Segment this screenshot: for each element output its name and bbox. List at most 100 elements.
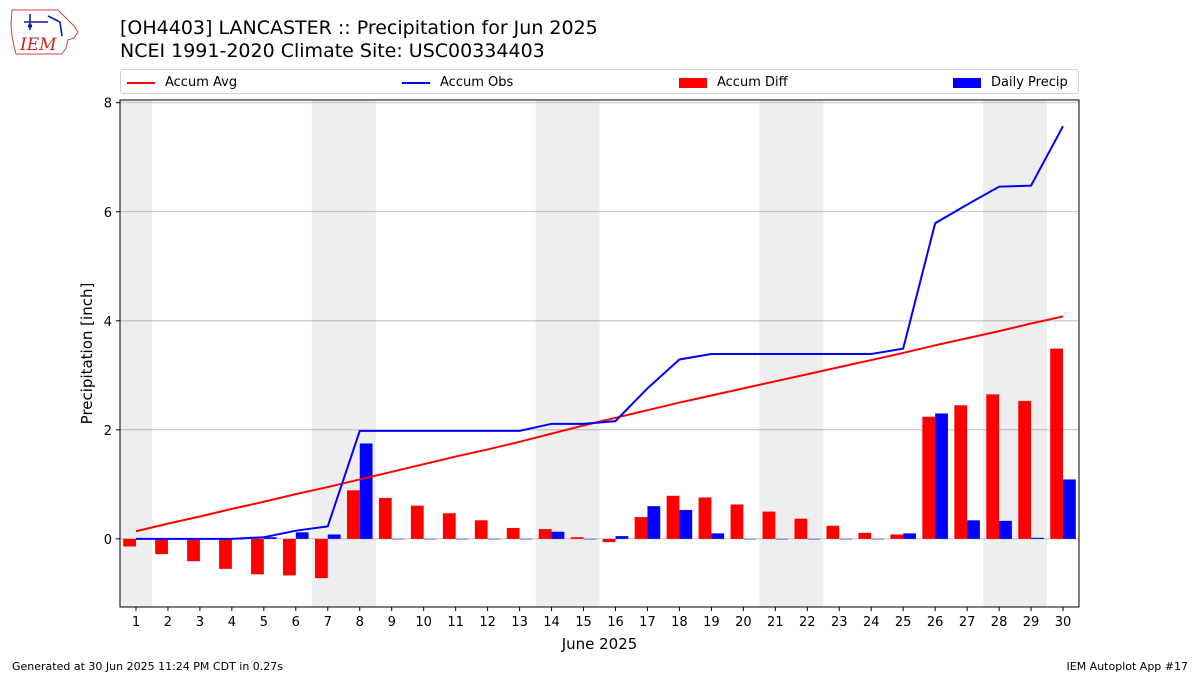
accum-diff-bar-day-13	[506, 527, 520, 539]
daily-precip-bar-day-7	[327, 534, 341, 539]
accum-diff-bar-day-28	[986, 394, 1000, 539]
daily-precip-bar-day-20	[743, 538, 757, 540]
footer-generated-text: Generated at 30 Jun 2025 11:24 PM CDT in…	[12, 660, 284, 673]
accum-diff-bar-day-6	[283, 538, 296, 576]
daily-precip-bar-day-23	[839, 538, 853, 540]
x-tick-label-16: 16	[607, 615, 624, 630]
weekend-shade-3	[535, 100, 600, 607]
daily-precip-bar-day-11	[455, 538, 469, 540]
daily-precip-bar-day-29	[1031, 537, 1044, 539]
daily-precip-bar-day-28	[999, 520, 1012, 539]
x-tick-label-10: 10	[415, 615, 432, 630]
accum-diff-bar-day-5	[251, 538, 264, 575]
accum-diff-bar-day-7	[314, 538, 328, 579]
x-tick-label-21: 21	[767, 615, 784, 630]
daily-precip-bar-day-9	[391, 538, 405, 540]
accum-diff-bar-day-10	[410, 505, 424, 539]
accum-diff-bar-day-27	[954, 405, 968, 539]
accum-diff-bar-day-4	[219, 538, 232, 569]
x-tick-label-26: 26	[927, 615, 944, 630]
accum-diff-bar-day-16	[602, 538, 616, 543]
x-tick-label-24: 24	[863, 615, 880, 630]
x-tick-label-4: 4	[228, 615, 236, 630]
x-tick-label-14: 14	[543, 615, 560, 630]
x-tick-label-5: 5	[260, 615, 268, 630]
accum-diff-bar-day-9	[378, 497, 392, 539]
x-tick-label-13: 13	[511, 615, 528, 630]
logo-text: IEM	[19, 35, 57, 55]
daily-precip-bar-day-15	[583, 538, 597, 540]
accum-avg-line	[135, 315, 1064, 533]
accum-diff-bar-day-15	[570, 537, 584, 539]
accum-diff-bar-day-17	[634, 517, 648, 539]
accum-diff-bar-day-22	[794, 518, 808, 539]
legend-label-accum-obs: Accum Obs	[440, 75, 514, 90]
accum-diff-bar-day-23	[826, 525, 840, 539]
legend-swatch-accum-avg	[127, 81, 155, 84]
x-tick-label-9: 9	[388, 615, 396, 630]
y-axis-label: Precipitation [inch]	[78, 283, 96, 425]
x-tick-label-3: 3	[196, 615, 204, 630]
x-tick-label-8: 8	[356, 615, 364, 630]
x-tick-label-12: 12	[479, 615, 496, 630]
accum-diff-bar-day-14	[538, 529, 552, 539]
accum-obs-line	[135, 125, 1064, 540]
x-tick-label-11: 11	[447, 615, 464, 630]
x-tick-label-28: 28	[991, 615, 1008, 630]
x-tick-label-30: 30	[1055, 615, 1072, 630]
daily-precip-bar-day-2	[167, 538, 181, 540]
x-tick-label-22: 22	[799, 615, 816, 630]
legend-swatch-accum-obs	[402, 81, 430, 84]
x-tick-label-25: 25	[895, 615, 912, 630]
accum-diff-bar-day-24	[858, 532, 872, 539]
x-tick-label-2: 2	[164, 615, 172, 630]
accum-diff-bar-day-30	[1050, 348, 1064, 539]
x-tick-label-23: 23	[831, 615, 848, 630]
legend-swatch-daily-precip	[953, 77, 981, 88]
daily-precip-bar-day-25	[903, 533, 916, 539]
legend-label-accum-diff: Accum Diff	[717, 75, 788, 90]
daily-precip-bar-day-13	[519, 538, 533, 540]
iem-logo: IEM	[10, 9, 79, 55]
x-tick-label-7: 7	[324, 615, 332, 630]
daily-precip-bar-day-8	[359, 443, 373, 539]
x-tick-label-29: 29	[1023, 615, 1040, 630]
legend-item-accum-avg: Accum Avg	[127, 70, 237, 95]
x-tick-label-18: 18	[671, 615, 688, 630]
daily-precip-bar-day-21	[775, 538, 789, 540]
x-tick-label-20: 20	[735, 615, 752, 630]
plot-frame	[119, 99, 1080, 608]
weekend-shade-2	[311, 100, 376, 607]
footer-app-text: IEM Autoplot App #17	[1066, 660, 1189, 673]
daily-precip-bar-day-19	[711, 533, 725, 539]
y-tick-label-0: 0	[104, 533, 112, 548]
accum-diff-bar-day-26	[922, 416, 936, 539]
y-tick-label-6: 6	[104, 206, 112, 221]
accum-diff-bar-day-12	[474, 520, 488, 539]
daily-precip-bar-day-10	[423, 538, 437, 540]
y-tick-label-2: 2	[104, 424, 112, 439]
y-tick-label-4: 4	[104, 315, 112, 330]
x-tick-label-27: 27	[959, 615, 976, 630]
daily-precip-bar-day-16	[615, 536, 629, 539]
accum-diff-bar-day-2	[155, 538, 168, 555]
daily-precip-bar-day-1	[135, 538, 149, 540]
legend-label-accum-avg: Accum Avg	[165, 75, 238, 90]
weekend-shade-1	[120, 100, 152, 607]
daily-precip-bar-day-14	[551, 531, 565, 539]
accum-diff-bar-day-29	[1018, 400, 1032, 539]
legend-item-daily-precip: Daily Precip	[953, 70, 1068, 95]
daily-precip-bar-day-4	[231, 538, 245, 540]
legend-item-accum-diff: Accum Diff	[679, 70, 788, 95]
accum-diff-bar-day-20	[730, 504, 744, 539]
accum-diff-bar-day-1	[123, 538, 136, 547]
daily-precip-bar-day-12	[487, 538, 501, 540]
sensor-dot-icon	[27, 23, 33, 29]
x-tick-label-15: 15	[575, 615, 592, 630]
daily-precip-bar-day-5	[263, 537, 277, 539]
chart-title-line-1: [OH4403] LANCASTER :: Precipitation for …	[120, 17, 598, 39]
x-tick-label-17: 17	[639, 615, 656, 630]
chart-title-line-2: NCEI 1991-2020 Climate Site: USC00334403	[120, 40, 545, 62]
daily-precip-bar-day-27	[967, 520, 980, 539]
legend-swatch-accum-diff	[679, 77, 707, 88]
